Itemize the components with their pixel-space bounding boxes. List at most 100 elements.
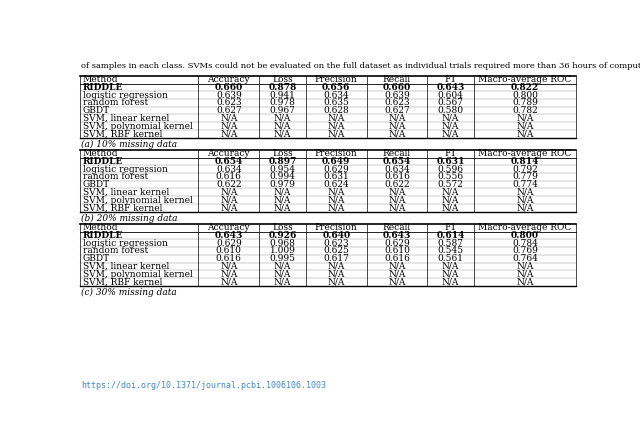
Text: 0.774: 0.774 xyxy=(512,180,538,189)
Text: 0.779: 0.779 xyxy=(512,172,538,182)
Text: 0.622: 0.622 xyxy=(216,180,242,189)
Text: N/A: N/A xyxy=(328,277,345,286)
Text: Macro-average ROC: Macro-average ROC xyxy=(478,149,572,158)
Text: 0.556: 0.556 xyxy=(438,172,464,182)
Text: Loss: Loss xyxy=(272,149,293,158)
Text: 0.623: 0.623 xyxy=(384,99,410,107)
Text: N/A: N/A xyxy=(274,195,291,205)
Text: N/A: N/A xyxy=(516,114,534,123)
Text: N/A: N/A xyxy=(442,188,460,197)
Text: N/A: N/A xyxy=(274,129,291,138)
Text: 0.643: 0.643 xyxy=(436,83,465,92)
Text: N/A: N/A xyxy=(328,188,345,197)
Text: N/A: N/A xyxy=(328,129,345,138)
Text: 0.639: 0.639 xyxy=(216,91,242,100)
Text: 0.617: 0.617 xyxy=(323,254,349,263)
Text: N/A: N/A xyxy=(442,129,460,138)
Text: F1: F1 xyxy=(445,223,457,232)
Text: 0.623: 0.623 xyxy=(323,239,349,248)
Text: 0.587: 0.587 xyxy=(438,239,463,248)
Text: N/A: N/A xyxy=(220,114,237,123)
Text: 0.628: 0.628 xyxy=(323,106,349,115)
Text: 0.627: 0.627 xyxy=(384,106,410,115)
Text: Recall: Recall xyxy=(383,75,411,84)
Text: N/A: N/A xyxy=(388,277,406,286)
Text: RIDDLE: RIDDLE xyxy=(83,157,124,166)
Text: SVM, polynomial kernel: SVM, polynomial kernel xyxy=(83,122,193,131)
Text: 0.629: 0.629 xyxy=(323,165,349,174)
Text: 0.635: 0.635 xyxy=(323,99,349,107)
Text: N/A: N/A xyxy=(328,122,345,131)
Text: 0.616: 0.616 xyxy=(384,254,410,263)
Text: N/A: N/A xyxy=(388,188,406,197)
Text: 0.631: 0.631 xyxy=(436,157,465,166)
Text: 0.634: 0.634 xyxy=(216,165,242,174)
Text: N/A: N/A xyxy=(220,277,237,286)
Text: Method: Method xyxy=(83,223,118,232)
Text: 0.610: 0.610 xyxy=(216,246,242,255)
Text: 0.596: 0.596 xyxy=(438,165,463,174)
Text: 0.789: 0.789 xyxy=(512,99,538,107)
Text: random forest: random forest xyxy=(83,172,148,182)
Text: SVM, linear kernel: SVM, linear kernel xyxy=(83,262,169,271)
Text: 0.643: 0.643 xyxy=(383,231,411,240)
Text: 0.640: 0.640 xyxy=(322,231,350,240)
Text: 0.954: 0.954 xyxy=(269,165,296,174)
Text: N/A: N/A xyxy=(220,129,237,138)
Text: N/A: N/A xyxy=(220,262,237,271)
Text: logistic regression: logistic regression xyxy=(83,91,168,100)
Text: N/A: N/A xyxy=(442,277,460,286)
Text: 0.627: 0.627 xyxy=(216,106,242,115)
Text: https://doi.org/10.1371/journal.pcbi.1006106.1003: https://doi.org/10.1371/journal.pcbi.100… xyxy=(81,381,326,390)
Text: N/A: N/A xyxy=(516,122,534,131)
Text: F1: F1 xyxy=(445,75,457,84)
Text: 0.822: 0.822 xyxy=(511,83,539,92)
Text: 0.897: 0.897 xyxy=(268,157,297,166)
Text: 0.629: 0.629 xyxy=(216,239,242,248)
Text: Method: Method xyxy=(83,75,118,84)
Text: 0.616: 0.616 xyxy=(384,172,410,182)
Text: 0.631: 0.631 xyxy=(323,172,349,182)
Text: SVM, RBF kernel: SVM, RBF kernel xyxy=(83,203,163,212)
Text: N/A: N/A xyxy=(328,262,345,271)
Text: Accuracy: Accuracy xyxy=(207,223,250,232)
Text: (c) 30% missing data: (c) 30% missing data xyxy=(81,288,177,297)
Text: 0.769: 0.769 xyxy=(512,246,538,255)
Text: logistic regression: logistic regression xyxy=(83,165,168,174)
Text: 0.639: 0.639 xyxy=(384,91,410,100)
Text: N/A: N/A xyxy=(442,114,460,123)
Text: 0.616: 0.616 xyxy=(216,172,242,182)
Text: 0.610: 0.610 xyxy=(384,246,410,255)
Text: 0.654: 0.654 xyxy=(383,157,411,166)
Text: N/A: N/A xyxy=(220,122,237,131)
Text: 0.616: 0.616 xyxy=(216,254,242,263)
Text: F1: F1 xyxy=(445,149,457,158)
Text: N/A: N/A xyxy=(220,195,237,205)
Text: 0.878: 0.878 xyxy=(268,83,297,92)
Text: N/A: N/A xyxy=(388,122,406,131)
Text: N/A: N/A xyxy=(328,203,345,212)
Text: Precision: Precision xyxy=(315,75,358,84)
Text: 0.561: 0.561 xyxy=(438,254,463,263)
Text: N/A: N/A xyxy=(388,195,406,205)
Text: N/A: N/A xyxy=(442,195,460,205)
Text: (b) 20% missing data: (b) 20% missing data xyxy=(81,214,178,223)
Text: random forest: random forest xyxy=(83,246,148,255)
Text: 0.782: 0.782 xyxy=(512,106,538,115)
Text: 0.654: 0.654 xyxy=(214,157,243,166)
Text: Recall: Recall xyxy=(383,223,411,232)
Text: Accuracy: Accuracy xyxy=(207,75,250,84)
Text: 0.800: 0.800 xyxy=(511,231,539,240)
Text: N/A: N/A xyxy=(516,277,534,286)
Text: 0.629: 0.629 xyxy=(384,239,410,248)
Text: N/A: N/A xyxy=(516,195,534,205)
Text: of samples in each class. SVMs could not be evaluated on the full dataset as ind: of samples in each class. SVMs could not… xyxy=(81,62,640,70)
Text: N/A: N/A xyxy=(328,270,345,278)
Text: 0.978: 0.978 xyxy=(269,99,296,107)
Text: 0.660: 0.660 xyxy=(383,83,411,92)
Text: 0.545: 0.545 xyxy=(438,246,464,255)
Text: 0.624: 0.624 xyxy=(323,180,349,189)
Text: 0.567: 0.567 xyxy=(438,99,463,107)
Text: 0.941: 0.941 xyxy=(269,91,296,100)
Text: 0.656: 0.656 xyxy=(322,83,351,92)
